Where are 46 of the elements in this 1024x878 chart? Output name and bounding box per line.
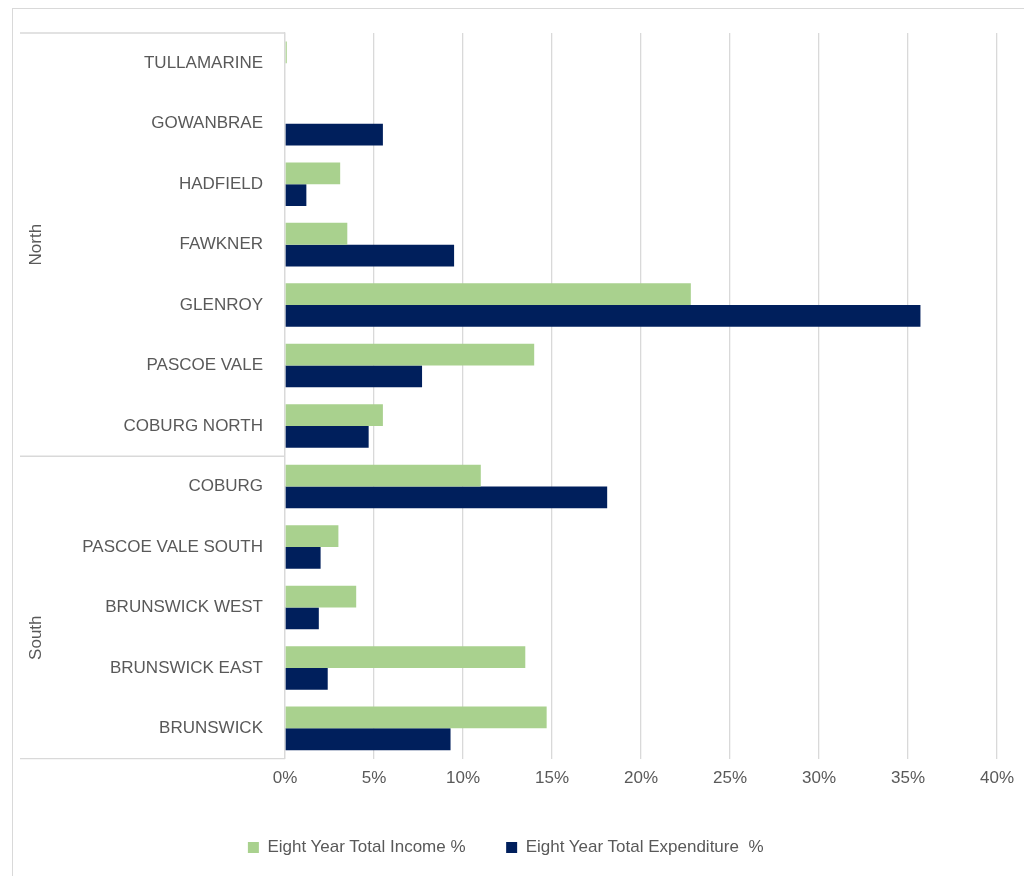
legend-label: Eight Year Total Income % — [267, 837, 466, 857]
y-tick-label: GOWANBRAE — [151, 113, 263, 133]
bar — [285, 404, 383, 427]
bar — [285, 585, 357, 608]
text: South — [25, 615, 45, 660]
y-tick-label: PASCOE VALE — [146, 355, 263, 375]
bar — [285, 607, 319, 630]
bar — [285, 244, 455, 267]
bar — [285, 706, 547, 729]
y-tick-label: COBURG — [188, 476, 263, 496]
bar — [285, 343, 535, 366]
bar — [285, 667, 328, 690]
y-tick-label: FAWKNER — [179, 234, 263, 254]
bar — [285, 486, 608, 509]
y-tick-label: BRUNSWICK EAST — [109, 657, 263, 677]
x-tick-label: 10% — [445, 768, 481, 788]
text: North — [25, 223, 45, 266]
bar — [285, 184, 307, 206]
bar — [285, 728, 451, 751]
x-tick-label: 35% — [890, 768, 925, 788]
bar — [285, 646, 526, 668]
y-tick-label: PASCOE VALE SOUTH — [82, 536, 263, 556]
y-tick-label: BRUNSWICK — [159, 718, 264, 738]
x-tick-label: 20% — [623, 768, 659, 788]
x-tick-label: 0% — [272, 768, 298, 788]
y-tick-label: HADFIELD — [178, 173, 263, 193]
y-tick-label: TULLAMARINE — [143, 52, 263, 72]
x-tick-label: 15% — [534, 768, 570, 788]
y-tick-label: BRUNSWICK WEST — [105, 597, 263, 617]
bar — [285, 162, 341, 185]
bar — [285, 464, 481, 487]
legend-label: Eight Year Total Expenditure % — [525, 837, 764, 857]
bar — [285, 546, 321, 569]
x-tick-label: 30% — [801, 768, 837, 788]
bar — [285, 525, 339, 547]
y-tick-label: COBURG NORTH — [123, 415, 263, 435]
x-tick-label: 25% — [712, 768, 748, 788]
bar — [285, 283, 691, 306]
bar — [285, 305, 921, 327]
y-tick-label: GLENROY — [179, 294, 263, 314]
x-tick-label: 5% — [361, 768, 387, 788]
bar — [285, 123, 383, 146]
bar — [285, 222, 348, 245]
x-tick-label: 40% — [979, 768, 1014, 788]
bar — [285, 426, 369, 448]
bar — [285, 365, 423, 388]
